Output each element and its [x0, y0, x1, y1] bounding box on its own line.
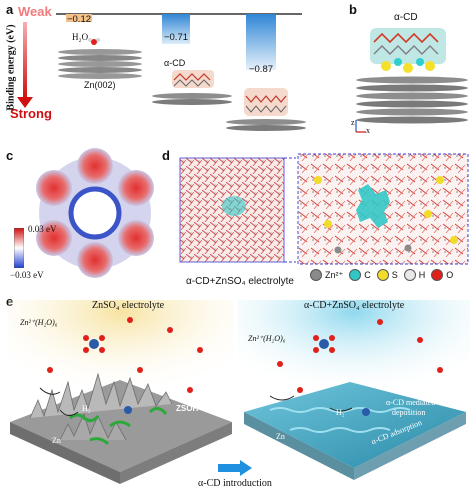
panel-d-caption: α-CD+ZnSO₄ electrolyte: [186, 276, 294, 287]
legend-item: H: [403, 269, 426, 281]
left-zn-label: Zn: [52, 436, 61, 445]
energy-axis-arrow: [23, 22, 27, 98]
acd-molecule-upright: [244, 88, 288, 116]
right-title: α-CD+ZnSO₄ electrolyte: [304, 300, 405, 311]
acd-adsorption-structure: [355, 28, 468, 133]
acd-molecule-3d: [370, 28, 446, 73]
legend-text: O: [446, 270, 454, 280]
electrostatic-potential-map: [36, 148, 154, 278]
axes-icon: [355, 120, 366, 133]
zn002-label: Zn(002): [84, 80, 116, 90]
legend-item: Zn²⁺: [310, 269, 343, 281]
panel-d-label: d: [162, 148, 170, 163]
left-title: ZnSO₄ electrolyte: [92, 300, 165, 311]
water-energy-value: −0.12: [66, 14, 92, 25]
right-zn-surface: [244, 382, 466, 480]
legend-text: Zn²⁺: [325, 269, 344, 280]
acd-flat-energy-value: −0.71: [163, 32, 189, 43]
legend-swatch: [349, 269, 362, 281]
panel-b-label: b: [349, 2, 357, 17]
axis-x-label: x: [366, 126, 370, 135]
legend-swatch: [403, 269, 416, 281]
introduction-arrow-label: α-CD introduction: [198, 478, 272, 489]
water-label: H₂O: [72, 32, 89, 42]
atom-legend: Zn²⁺ C S H O: [310, 268, 472, 286]
panel-c-label: c: [6, 148, 14, 163]
acd-label-a: α-CD: [164, 58, 186, 68]
reaction-arrows: [39, 387, 353, 416]
water-energy-bar: [66, 14, 92, 22]
deposition-label: deposition: [392, 408, 426, 417]
left-zn-surface: [10, 372, 232, 484]
binding-energy-axis-label: Binding energy (eV): [5, 24, 17, 111]
mediated-label: α-CD mediated: [386, 398, 436, 407]
legend-item: O: [431, 269, 453, 281]
weak-label: Weak: [18, 4, 52, 19]
md-simulation-snapshot: [179, 153, 469, 265]
left-h2o-label: H₂O: [36, 378, 51, 387]
right-h2-label: H₂: [336, 408, 345, 417]
panel-b-title: α-CD: [394, 12, 418, 23]
introduction-arrow: [218, 460, 252, 476]
legend-swatch: [376, 269, 389, 281]
hydrated-zn-left: [83, 335, 105, 353]
deposition-schematic: [8, 300, 470, 484]
strong-label: Strong: [10, 106, 52, 121]
surface-zn-ions: [124, 406, 370, 416]
left-hydrate-label: Zn²⁺(H₂O)₆: [20, 318, 58, 327]
legend-item: S: [376, 269, 398, 281]
scale-min-label: −0.03 eV: [10, 270, 44, 280]
zsoh-label: ZSOH: [176, 404, 199, 413]
right-h2o-label: H₂O: [278, 390, 293, 399]
zn-slab-3d: [356, 76, 468, 124]
axis-z-label: z: [351, 118, 355, 127]
right-hydrate-label: Zn²⁺(H₂O)₆: [248, 334, 286, 343]
zn-slab-acd-upright: [226, 119, 306, 131]
acd-molecule-flat: [172, 70, 214, 88]
legend-text: H: [418, 270, 426, 280]
panel-a-label: a: [6, 2, 14, 17]
zn-slab-water: [58, 49, 142, 79]
legend-swatch: [310, 269, 322, 281]
right-zn-label: Zn: [276, 432, 285, 441]
scale-max-label: 0.03 eV: [28, 224, 57, 234]
acd-upright-energy-value: −0.87: [248, 64, 274, 75]
legend-swatch: [431, 269, 444, 281]
acd-energy-bar-1: [162, 14, 190, 44]
binding-energy-diagram: [17, 13, 306, 131]
zn-slab-acd-flat: [152, 93, 232, 105]
left-h2-label: H₂: [82, 404, 91, 413]
hydrated-zn-right: [313, 335, 335, 353]
water-molecule: [88, 38, 100, 45]
legend-item: C: [349, 269, 371, 281]
legend-text: C: [364, 270, 371, 280]
acd-energy-bar-2: [246, 14, 276, 70]
energy-axis-arrowhead: [17, 97, 33, 108]
potential-color-scale: [14, 228, 24, 268]
legend-text: S: [391, 270, 398, 280]
water-molecules: [47, 317, 443, 393]
